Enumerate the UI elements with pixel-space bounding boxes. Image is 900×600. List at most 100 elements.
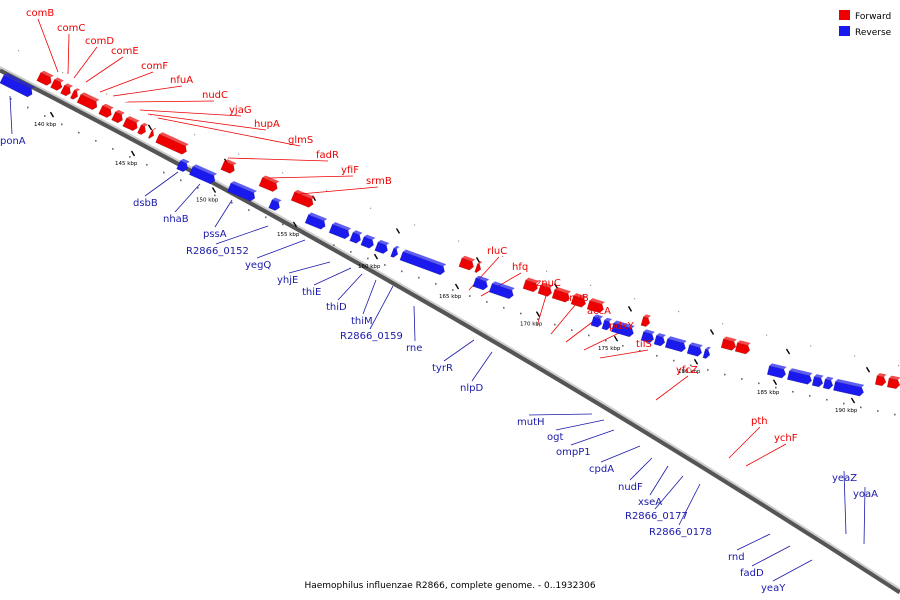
- forward-gene-label[interactable]: comC: [57, 23, 85, 34]
- reverse-gene-block[interactable]: [590, 314, 604, 328]
- reverse-gene-label[interactable]: yhjE: [277, 275, 298, 286]
- forward-gene-label[interactable]: comE: [111, 46, 139, 57]
- forward-gene-block[interactable]: [551, 287, 572, 304]
- reverse-gene-label[interactable]: ponA: [0, 136, 26, 147]
- reverse-gene-block[interactable]: [304, 212, 328, 231]
- forward-gene-block[interactable]: [640, 314, 652, 328]
- reverse-gene-label[interactable]: rne: [406, 343, 422, 354]
- reverse-gene-block[interactable]: [390, 245, 401, 258]
- forward-gene-block[interactable]: [474, 261, 484, 274]
- reverse-gene-block[interactable]: [488, 281, 516, 300]
- forward-gene-label[interactable]: rluC: [487, 246, 507, 257]
- reverse-gene-label[interactable]: nhaB: [163, 214, 189, 225]
- reverse-gene-block[interactable]: [360, 234, 377, 250]
- reverse-gene-block[interactable]: [686, 342, 704, 357]
- forward-gene-label[interactable]: accA: [587, 306, 611, 317]
- forward-gene-block[interactable]: [522, 277, 540, 293]
- forward-gene-label[interactable]: comD: [85, 36, 114, 47]
- forward-gene-label[interactable]: znuC: [536, 278, 561, 289]
- forward-gene-label[interactable]: yfiF: [341, 165, 359, 176]
- forward-gene-label[interactable]: znuB: [564, 293, 589, 304]
- reverse-gene-label[interactable]: thiM: [351, 316, 373, 327]
- reverse-gene-block[interactable]: [811, 374, 824, 388]
- reverse-gene-label[interactable]: ogt: [547, 432, 563, 443]
- reverse-gene-block[interactable]: [640, 329, 656, 344]
- reverse-gene-block[interactable]: [653, 333, 667, 347]
- reverse-gene-block[interactable]: [833, 378, 865, 397]
- reverse-gene-label[interactable]: thiD: [326, 302, 347, 313]
- forward-gene-label[interactable]: nfuA: [170, 75, 193, 86]
- reverse-gene-block[interactable]: [766, 363, 787, 379]
- reverse-gene-label[interactable]: rnd: [728, 552, 745, 563]
- reverse-gene-label[interactable]: R2866_0178: [649, 527, 712, 538]
- reverse-gene-label[interactable]: pssA: [203, 229, 227, 240]
- forward-gene-label[interactable]: nudC: [202, 90, 228, 101]
- reverse-gene-label[interactable]: yeaZ: [832, 473, 857, 484]
- reverse-gene-block[interactable]: [786, 368, 813, 385]
- forward-gene-block[interactable]: [60, 83, 73, 98]
- forward-gene-block[interactable]: [874, 373, 887, 387]
- reverse-gene-label[interactable]: xseA: [638, 497, 662, 508]
- reverse-gene-block[interactable]: [176, 158, 191, 173]
- reverse-gene-label[interactable]: nudF: [618, 482, 643, 493]
- reverse-gene-label[interactable]: R2866_0177: [625, 511, 688, 522]
- forward-gene-block[interactable]: [220, 158, 238, 174]
- reverse-gene-label[interactable]: R2866_0152: [186, 246, 249, 257]
- forward-gene-label[interactable]: srmB: [366, 176, 392, 187]
- reverse-gene-label[interactable]: cpdA: [589, 464, 614, 475]
- forward-gene-block[interactable]: [258, 175, 280, 193]
- reverse-gene-block[interactable]: [188, 164, 218, 185]
- forward-gene-label[interactable]: yfcZ: [676, 365, 698, 376]
- forward-gene-label[interactable]: comB: [26, 8, 54, 19]
- forward-gene-block[interactable]: [36, 70, 55, 87]
- reverse-gene-block[interactable]: [328, 221, 352, 240]
- reverse-gene-block[interactable]: [227, 180, 257, 202]
- forward-gene-block[interactable]: [70, 87, 81, 100]
- forward-gene-block[interactable]: [155, 131, 190, 155]
- forward-gene-label[interactable]: tilS: [636, 339, 652, 350]
- forward-gene-block[interactable]: [147, 127, 157, 140]
- forward-gene-label[interactable]: hfq: [512, 262, 528, 273]
- forward-gene-block[interactable]: [734, 340, 752, 355]
- reverse-gene-label[interactable]: yegQ: [245, 260, 271, 271]
- reverse-gene-block[interactable]: [472, 275, 490, 291]
- forward-gene-label[interactable]: fadR: [316, 150, 339, 161]
- forward-gene-block[interactable]: [122, 115, 141, 132]
- reverse-gene-label[interactable]: ompP1: [556, 447, 591, 458]
- forward-gene-label[interactable]: pdxY: [609, 321, 635, 332]
- forward-gene-block[interactable]: [886, 375, 900, 390]
- reverse-gene-block[interactable]: [702, 346, 712, 359]
- reverse-gene-block[interactable]: [601, 317, 613, 331]
- forward-gene-label[interactable]: hupA: [254, 119, 280, 130]
- forward-gene-block[interactable]: [720, 336, 738, 351]
- forward-gene-label[interactable]: ychF: [774, 433, 798, 444]
- forward-gene-block[interactable]: [50, 77, 65, 92]
- reverse-gene-block[interactable]: [0, 72, 36, 98]
- reverse-gene-label[interactable]: dsbB: [133, 198, 158, 209]
- reverse-gene-block[interactable]: [349, 230, 364, 245]
- forward-gene-block[interactable]: [586, 298, 606, 314]
- reverse-gene-label[interactable]: R2866_0159: [340, 331, 403, 342]
- forward-gene-block[interactable]: [98, 103, 115, 119]
- reverse-gene-label[interactable]: nlpD: [460, 383, 483, 394]
- forward-gene-label[interactable]: pth: [751, 416, 768, 427]
- reverse-gene-label[interactable]: thiE: [302, 287, 321, 298]
- reverse-gene-label[interactable]: fadD: [740, 568, 764, 579]
- forward-gene-label[interactable]: glmS: [288, 135, 313, 146]
- reverse-gene-block[interactable]: [268, 197, 283, 212]
- forward-gene-block[interactable]: [570, 293, 588, 309]
- forward-gene-label[interactable]: comF: [141, 61, 168, 72]
- forward-gene-block[interactable]: [537, 282, 554, 297]
- forward-gene-block[interactable]: [111, 109, 126, 124]
- reverse-gene-label[interactable]: tyrR: [432, 363, 453, 374]
- reverse-gene-label[interactable]: yoaA: [853, 489, 878, 500]
- reverse-gene-block[interactable]: [374, 239, 390, 254]
- reverse-gene-block[interactable]: [610, 320, 636, 338]
- forward-gene-block[interactable]: [137, 122, 148, 136]
- forward-gene-block[interactable]: [290, 189, 316, 208]
- reverse-gene-block[interactable]: [822, 376, 834, 390]
- reverse-gene-label[interactable]: yeaY: [761, 583, 786, 594]
- reverse-gene-block[interactable]: [664, 336, 687, 353]
- forward-gene-label[interactable]: yjaG: [229, 105, 252, 116]
- reverse-gene-label[interactable]: mutH: [517, 417, 545, 428]
